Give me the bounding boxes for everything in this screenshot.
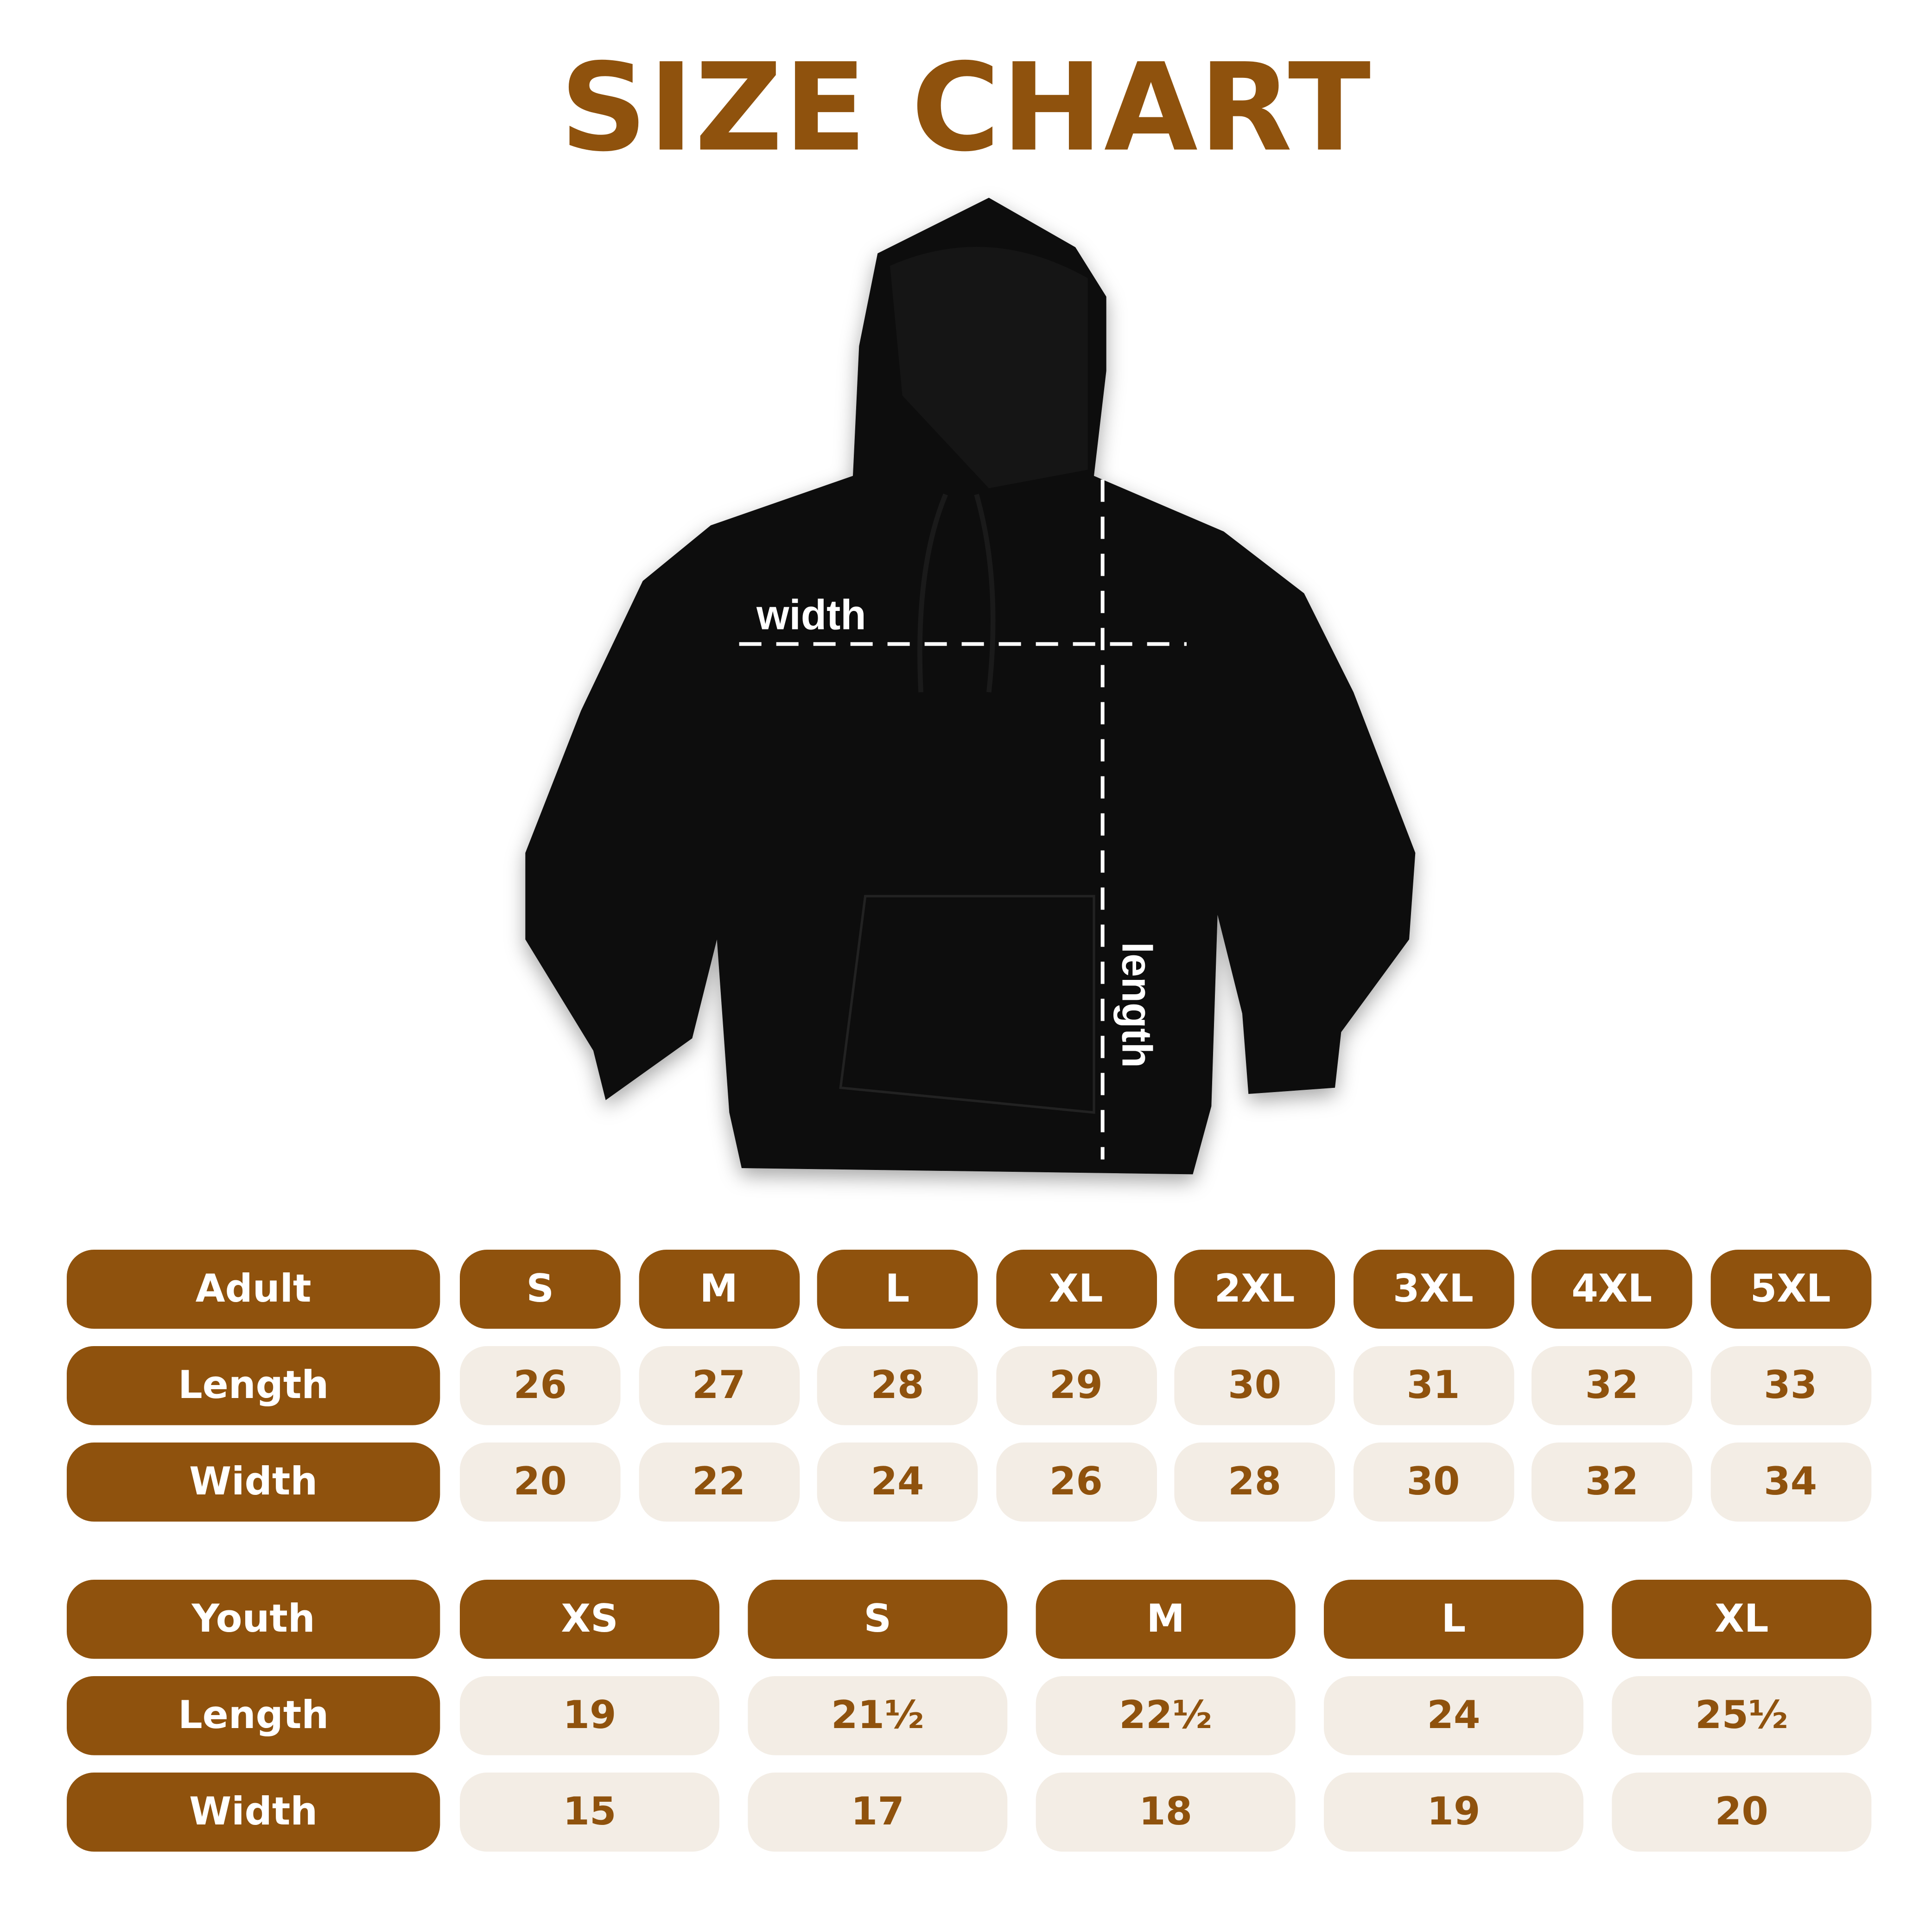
hoodie-image: width length (525, 197, 1416, 1175)
adult-size-header: 2XL (1174, 1250, 1335, 1329)
youth-size-header: XS (460, 1580, 720, 1659)
youth-cell: 24 (1324, 1676, 1584, 1755)
youth-row-label-width: Width (67, 1773, 440, 1852)
adult-size-header: 3XL (1353, 1250, 1514, 1329)
adult-cell: 27 (638, 1346, 800, 1425)
length-label: length (1113, 942, 1160, 1068)
width-label: width (756, 591, 866, 638)
adult-cell: 28 (1174, 1443, 1335, 1522)
youth-cell: 19 (1324, 1773, 1584, 1852)
adult-row-label-width: Width (67, 1443, 440, 1522)
adult-size-header: 4XL (1532, 1250, 1692, 1329)
adult-header-label: Adult (67, 1250, 440, 1329)
adult-cell: 20 (460, 1443, 621, 1522)
adult-cell: 32 (1532, 1346, 1692, 1425)
youth-row-label-length: Length (67, 1676, 440, 1755)
youth-size-header: M (1036, 1580, 1296, 1659)
youth-cell: 18 (1036, 1773, 1296, 1852)
adult-size-header: M (638, 1250, 800, 1329)
adult-cell: 32 (1532, 1443, 1692, 1522)
youth-cell: 25½ (1612, 1676, 1872, 1755)
youth-header-label: Youth (67, 1580, 440, 1659)
youth-cell: 21½ (748, 1676, 1008, 1755)
page-title: SIZE CHART (560, 38, 1372, 179)
adult-row-label-length: Length (67, 1346, 440, 1425)
youth-cell: 17 (748, 1773, 1008, 1852)
adult-cell: 22 (638, 1443, 800, 1522)
adult-cell: 26 (460, 1346, 621, 1425)
adult-size-header: 5XL (1710, 1250, 1871, 1329)
adult-size-header: L (817, 1250, 978, 1329)
adult-cell: 31 (1353, 1346, 1514, 1425)
youth-size-header: L (1324, 1580, 1584, 1659)
adult-size-header: S (460, 1250, 621, 1329)
youth-cell: 19 (460, 1676, 720, 1755)
youth-cell: 22½ (1036, 1676, 1296, 1755)
adult-cell: 34 (1710, 1443, 1871, 1522)
youth-size-header: XL (1612, 1580, 1872, 1659)
adult-cell: 24 (817, 1443, 978, 1522)
youth-cell: 20 (1612, 1773, 1872, 1852)
youth-size-header: S (748, 1580, 1008, 1659)
adult-cell: 29 (996, 1346, 1157, 1425)
adult-cell: 33 (1710, 1346, 1871, 1425)
adult-cell: 30 (1353, 1443, 1514, 1522)
adult-cell: 26 (996, 1443, 1157, 1522)
youth-cell: 15 (460, 1773, 720, 1852)
adult-cell: 30 (1174, 1346, 1335, 1425)
adult-size-header: XL (996, 1250, 1157, 1329)
adult-cell: 28 (817, 1346, 978, 1425)
